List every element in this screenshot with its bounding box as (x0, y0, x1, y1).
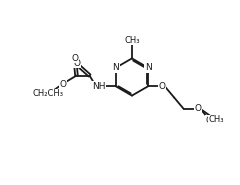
Text: N: N (145, 63, 151, 72)
Text: O: O (159, 82, 166, 91)
Text: CH₂CH₃: CH₂CH₃ (33, 89, 64, 98)
Text: O: O (74, 59, 81, 68)
Text: CH₃: CH₃ (124, 36, 140, 45)
Text: N: N (113, 63, 119, 72)
Text: NH: NH (92, 82, 105, 91)
Text: O: O (205, 115, 212, 125)
Text: O: O (195, 105, 202, 113)
Text: CH₃: CH₃ (208, 115, 224, 124)
Text: O: O (71, 54, 78, 63)
Text: O: O (59, 80, 66, 89)
